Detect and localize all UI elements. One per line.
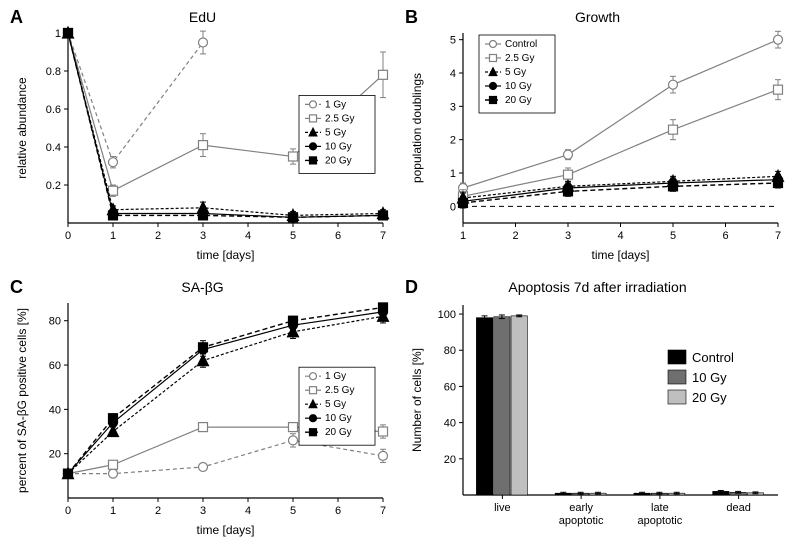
svg-text:7: 7: [380, 505, 386, 517]
svg-text:2.5 Gy: 2.5 Gy: [325, 113, 354, 124]
svg-text:6: 6: [335, 230, 341, 242]
svg-text:2.5 Gy: 2.5 Gy: [325, 385, 354, 396]
svg-text:population doublings: population doublings: [410, 73, 424, 183]
panel-a: A EdU 0.20.40.60.8101234567time [days]re…: [10, 5, 395, 265]
svg-text:late: late: [651, 502, 669, 514]
svg-text:5 Gy: 5 Gy: [325, 399, 346, 410]
svg-text:1: 1: [450, 168, 456, 180]
svg-text:40: 40: [444, 418, 456, 430]
svg-text:apoptotic: apoptotic: [559, 515, 604, 527]
svg-text:3: 3: [200, 230, 206, 242]
panel-d-chart: 20406080100Number of cells [%]liveearlya…: [405, 275, 790, 540]
svg-text:early: early: [569, 502, 593, 514]
svg-text:10 Gy: 10 Gy: [692, 370, 727, 385]
svg-text:time [days]: time [days]: [196, 248, 254, 262]
svg-text:4: 4: [245, 505, 251, 517]
svg-text:5: 5: [670, 230, 676, 242]
svg-text:1: 1: [110, 505, 116, 517]
svg-text:100: 100: [438, 309, 456, 321]
svg-text:3: 3: [450, 101, 456, 113]
svg-text:Number of cells [%]: Number of cells [%]: [410, 348, 424, 452]
svg-text:5 Gy: 5 Gy: [505, 67, 526, 78]
svg-text:1 Gy: 1 Gy: [325, 371, 346, 382]
svg-text:Control: Control: [505, 39, 537, 50]
svg-text:1 Gy: 1 Gy: [325, 99, 346, 110]
svg-text:2.5 Gy: 2.5 Gy: [505, 53, 534, 64]
svg-text:0.6: 0.6: [46, 104, 61, 116]
svg-text:60: 60: [49, 360, 61, 372]
svg-text:10 Gy: 10 Gy: [325, 141, 352, 152]
svg-text:1: 1: [110, 230, 116, 242]
svg-text:4: 4: [245, 230, 251, 242]
svg-text:80: 80: [444, 345, 456, 357]
svg-text:20: 20: [49, 449, 61, 461]
svg-text:5: 5: [290, 505, 296, 517]
svg-text:apoptotic: apoptotic: [638, 515, 683, 527]
svg-text:relative abundance: relative abundance: [15, 77, 29, 179]
svg-text:20 Gy: 20 Gy: [505, 95, 532, 106]
svg-text:40: 40: [49, 404, 61, 416]
panel-b: B Growth 0123451234567time [days]populat…: [405, 5, 790, 265]
svg-text:3: 3: [200, 505, 206, 517]
panel-c: C SA-βG 2040608001234567time [days]perce…: [10, 275, 395, 540]
svg-text:time [days]: time [days]: [591, 248, 649, 262]
figure-root: A EdU 0.20.40.60.8101234567time [days]re…: [0, 0, 800, 547]
svg-text:time [days]: time [days]: [196, 523, 254, 537]
svg-text:5 Gy: 5 Gy: [325, 127, 346, 138]
svg-text:10 Gy: 10 Gy: [505, 81, 532, 92]
svg-text:dead: dead: [726, 502, 750, 514]
svg-text:20 Gy: 20 Gy: [692, 390, 727, 405]
svg-text:percent of SA-βG positive cell: percent of SA-βG positive cells [%]: [15, 308, 29, 493]
svg-text:0.4: 0.4: [46, 142, 61, 154]
panel-c-title: SA-βG: [10, 279, 395, 295]
svg-text:20 Gy: 20 Gy: [325, 155, 352, 166]
svg-text:1: 1: [55, 28, 61, 40]
svg-text:20: 20: [444, 454, 456, 466]
svg-text:0.2: 0.2: [46, 180, 61, 192]
panel-a-title: EdU: [10, 9, 395, 25]
svg-text:5: 5: [450, 35, 456, 47]
svg-text:2: 2: [155, 230, 161, 242]
svg-text:4: 4: [617, 230, 623, 242]
panel-d: D Apoptosis 7d after irradiation 2040608…: [405, 275, 790, 540]
svg-text:80: 80: [49, 316, 61, 328]
svg-text:7: 7: [380, 230, 386, 242]
svg-text:Control: Control: [692, 350, 734, 365]
panel-b-chart: 0 1 2 3 4 5 1 2 3 4 5 6 7 time [days] population doubl…: [405, 5, 790, 265]
svg-text:60: 60: [444, 381, 456, 393]
svg-text:live: live: [494, 502, 511, 514]
svg-text:2: 2: [155, 505, 161, 517]
svg-text:2: 2: [512, 230, 518, 242]
svg-text:1: 1: [460, 230, 466, 242]
svg-text:5: 5: [290, 230, 296, 242]
svg-text:4: 4: [450, 68, 456, 80]
svg-text:2: 2: [450, 135, 456, 147]
panel-a-chart: 0.2 0.4 0.6 0.8 1 0 1 2 3 4 5 6 7 time [days] relative…: [10, 5, 395, 265]
svg-text:0.8: 0.8: [46, 66, 61, 78]
svg-text:3: 3: [565, 230, 571, 242]
svg-text:6: 6: [722, 230, 728, 242]
svg-text:7: 7: [775, 230, 781, 242]
svg-text:0: 0: [65, 505, 71, 517]
svg-text:0: 0: [450, 201, 456, 213]
svg-text:10 Gy: 10 Gy: [325, 413, 352, 424]
svg-text:6: 6: [335, 505, 341, 517]
svg-text:0: 0: [65, 230, 71, 242]
panel-b-title: Growth: [405, 9, 790, 25]
panel-d-title: Apoptosis 7d after irradiation: [405, 279, 790, 295]
svg-text:20 Gy: 20 Gy: [325, 427, 352, 438]
panel-c-chart: 20 40 60 80 0 1 2 3 4 5 6 7 time [days] percent of SA…: [10, 275, 395, 540]
